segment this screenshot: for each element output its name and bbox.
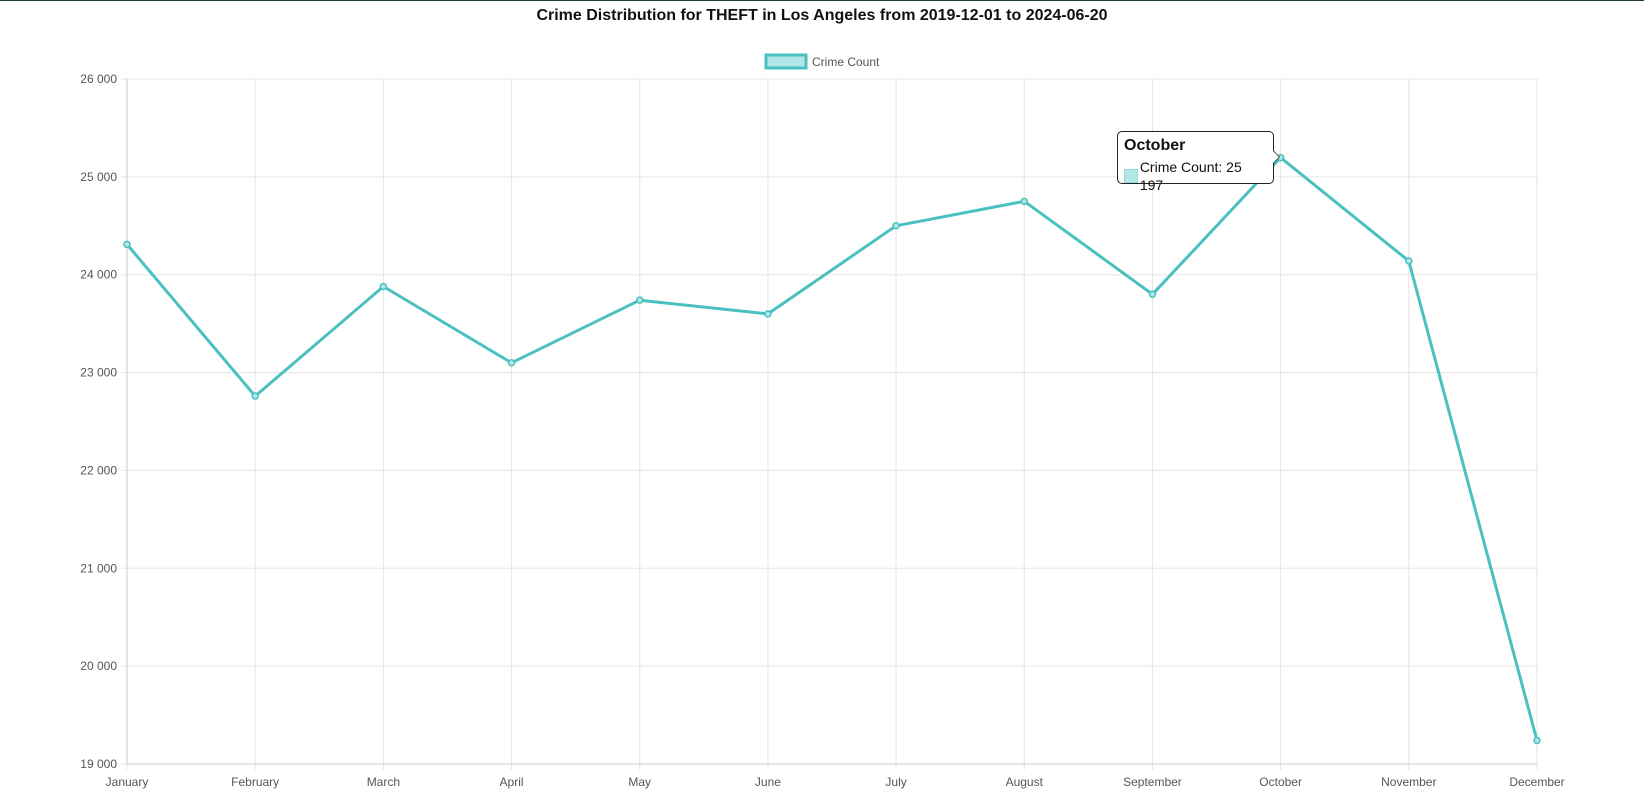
x-tick-label: January: [106, 775, 149, 789]
data-point: [379, 282, 388, 291]
tooltip-row: Crime Count: 25 197: [1124, 158, 1267, 194]
top-border: [0, 0, 1644, 1]
x-tick-label: August: [1006, 775, 1044, 789]
y-tick-label: 26 000: [80, 72, 117, 86]
legend-swatch: [764, 53, 808, 70]
tooltip-label: Crime Count: 25 197: [1139, 159, 1242, 193]
data-point: [1020, 197, 1029, 206]
x-tick-label: July: [885, 775, 906, 789]
y-tick-label: 22 000: [80, 463, 117, 477]
y-tick-label: 20 000: [80, 659, 117, 673]
data-point: [1148, 290, 1157, 299]
x-tick-label: May: [628, 775, 651, 789]
tooltip-caret-inner: [1273, 151, 1279, 163]
y-tick-label: 24 000: [80, 268, 117, 282]
data-point: [507, 359, 516, 367]
data-point: [892, 222, 900, 230]
x-tick-label: December: [1509, 775, 1564, 789]
series-line-crime-count: [125, 156, 1539, 741]
y-tick-label: 21 000: [80, 561, 117, 575]
data-point: [123, 240, 131, 249]
y-tick-label: 19 000: [80, 757, 117, 771]
x-tick-label: February: [231, 775, 279, 789]
chart-tooltip: October Crime Count: 25 197: [1117, 131, 1280, 193]
x-tick-label: October: [1259, 775, 1302, 789]
x-tick-label: June: [755, 775, 781, 789]
x-tick-label: April: [500, 775, 524, 789]
tooltip-title: October: [1124, 137, 1186, 154]
data-point: [251, 392, 259, 400]
legend-label: Crime Count: [812, 55, 880, 69]
chart-title: Crime Distribution for THEFT in Los Ange…: [536, 7, 1108, 24]
y-tick-label: 23 000: [80, 366, 117, 380]
x-tick-label: November: [1381, 775, 1436, 789]
x-tick-label: September: [1123, 775, 1182, 789]
x-tick-label: March: [367, 775, 400, 789]
data-point: [1533, 736, 1541, 745]
data-point: [1405, 257, 1413, 265]
data-point: [635, 296, 644, 304]
data-point: [764, 310, 772, 318]
y-tick-label: 25 000: [80, 170, 117, 184]
tooltip-color-swatch: [1124, 169, 1138, 183]
